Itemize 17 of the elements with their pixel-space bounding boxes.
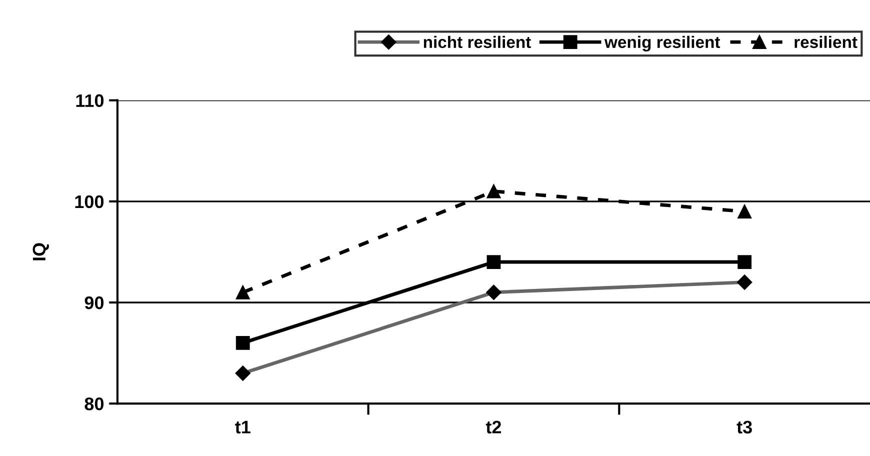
point bbox=[236, 336, 250, 350]
y-tick-label: 110 bbox=[76, 94, 104, 108]
point bbox=[486, 184, 501, 198]
legend-label: resilient bbox=[794, 36, 858, 48]
point bbox=[236, 285, 250, 300]
x-tick-label: t3 bbox=[736, 420, 752, 434]
y-tick-label: 100 bbox=[75, 195, 104, 208]
point bbox=[738, 255, 752, 269]
legend-label: nicht resilient bbox=[424, 36, 531, 48]
y-tick-label: 80 bbox=[84, 397, 104, 410]
x-tick-label: t2 bbox=[486, 420, 502, 434]
legend-label: wenig resilient bbox=[604, 36, 720, 52]
y-axis-title: IQ bbox=[32, 243, 49, 260]
y-tick-label: 90 bbox=[84, 296, 104, 310]
point bbox=[738, 204, 752, 218]
x-tick-label: t1 bbox=[235, 420, 250, 434]
point bbox=[486, 255, 501, 269]
